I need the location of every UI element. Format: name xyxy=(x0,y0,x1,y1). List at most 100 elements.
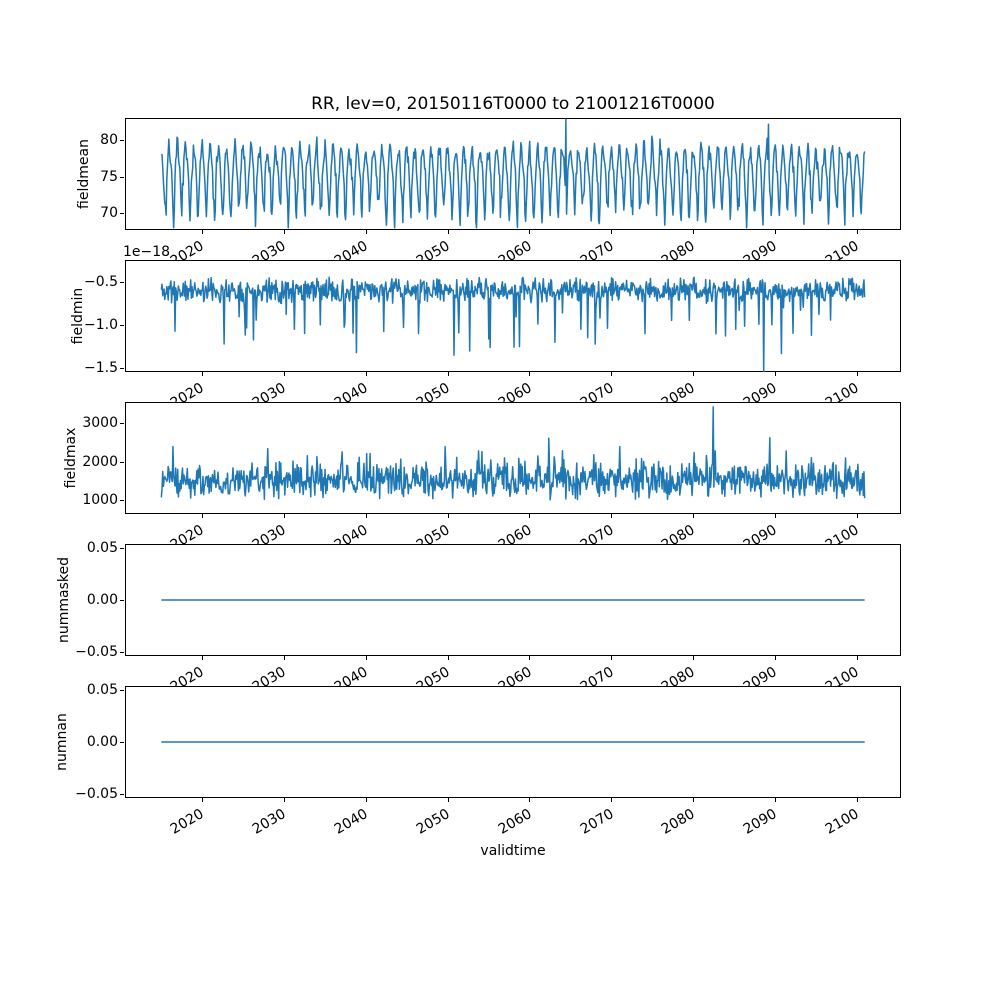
x-tick-label: 2020 xyxy=(168,522,207,554)
y-tick-mark xyxy=(120,462,124,463)
x-tick-label: 2020 xyxy=(168,238,207,270)
x-tick-label: 2060 xyxy=(495,806,535,838)
y-axis-label-nummasked: nummasked xyxy=(56,557,72,644)
x-tick-label: 2090 xyxy=(741,806,780,838)
y-tick-mark xyxy=(120,368,124,369)
x-tick-label: 2040 xyxy=(331,806,371,838)
x-axis-label: validtime xyxy=(480,843,546,859)
y-tick-label: −0.5 xyxy=(84,273,118,290)
y-tick-mark xyxy=(120,548,124,549)
chart-title: RR, lev=0, 20150116T0000 to 21001216T000… xyxy=(311,94,715,114)
x-tick-mark xyxy=(775,230,776,234)
axes-box-nummasked xyxy=(125,544,901,656)
x-tick-mark xyxy=(611,372,612,376)
y-tick-mark xyxy=(120,600,124,601)
series-line-fieldmax xyxy=(160,406,866,501)
x-tick-mark xyxy=(693,372,694,376)
x-tick-label: 2060 xyxy=(495,522,535,554)
x-tick-label: 2040 xyxy=(331,664,371,696)
y-axis-label-fieldmin: fieldmin xyxy=(70,287,86,345)
x-tick-label: 2030 xyxy=(249,664,289,696)
x-tick-label: 2030 xyxy=(249,238,289,270)
x-tick-label: 2090 xyxy=(741,238,780,270)
x-tick-mark xyxy=(529,372,530,376)
x-tick-mark xyxy=(366,514,367,518)
x-tick-label: 2100 xyxy=(822,664,862,696)
y-axis-label-fieldmean: fieldmean xyxy=(76,139,92,209)
x-tick-label: 2100 xyxy=(822,238,862,270)
x-tick-mark xyxy=(202,514,203,518)
y-tick-label: 0.05 xyxy=(86,539,118,556)
y-tick-mark xyxy=(120,652,124,653)
x-tick-mark xyxy=(611,230,612,234)
x-tick-mark xyxy=(775,656,776,660)
x-tick-mark xyxy=(693,798,694,802)
x-tick-mark xyxy=(857,656,858,660)
series-line-nummasked xyxy=(161,599,865,601)
x-tick-label: 2020 xyxy=(168,664,207,696)
y-tick-label: −0.05 xyxy=(75,644,118,661)
x-tick-label: 2060 xyxy=(495,238,535,270)
x-tick-label: 2030 xyxy=(249,806,289,838)
x-tick-mark xyxy=(857,230,858,234)
x-tick-mark xyxy=(202,656,203,660)
axes-box-numnan xyxy=(125,686,901,798)
series-line-fieldmean xyxy=(160,118,866,229)
y-tick-label: 0.00 xyxy=(86,592,118,608)
x-tick-mark xyxy=(775,514,776,518)
x-tick-label: 2070 xyxy=(577,238,617,270)
x-tick-label: 2100 xyxy=(822,522,862,554)
x-tick-mark xyxy=(284,372,285,376)
x-tick-label: 2050 xyxy=(413,522,453,554)
y-tick-label: −0.05 xyxy=(75,786,118,803)
x-tick-label: 2050 xyxy=(413,238,453,270)
y-tick-mark xyxy=(120,325,124,326)
y-tick-mark xyxy=(120,140,124,141)
x-tick-mark xyxy=(611,656,612,660)
x-tick-mark xyxy=(366,656,367,660)
y-tick-mark xyxy=(120,423,124,424)
x-tick-mark xyxy=(529,514,530,518)
x-tick-mark xyxy=(611,514,612,518)
x-tick-label: 2040 xyxy=(331,522,371,554)
x-tick-mark xyxy=(529,656,530,660)
x-tick-mark xyxy=(775,798,776,802)
x-tick-label: 2100 xyxy=(822,380,862,412)
x-tick-label: 2030 xyxy=(249,380,289,412)
x-tick-label: 2050 xyxy=(413,806,453,838)
x-tick-mark xyxy=(857,798,858,802)
x-tick-mark xyxy=(202,230,203,234)
x-tick-mark xyxy=(202,372,203,376)
x-tick-label: 2080 xyxy=(659,806,699,838)
x-tick-label: 2090 xyxy=(741,380,780,412)
x-tick-mark xyxy=(611,798,612,802)
y-tick-label: 80 xyxy=(100,132,118,149)
x-tick-label: 2020 xyxy=(168,380,207,412)
x-tick-mark xyxy=(448,230,449,234)
x-tick-label: 2090 xyxy=(741,664,780,696)
y-tick-label: 0.00 xyxy=(86,734,118,750)
y-tick-label: −1.5 xyxy=(84,360,118,377)
x-tick-mark xyxy=(202,798,203,802)
x-tick-label: 2080 xyxy=(659,664,699,696)
y-tick-mark xyxy=(120,500,124,501)
x-tick-label: 2020 xyxy=(168,806,207,838)
x-tick-mark xyxy=(284,230,285,234)
x-tick-mark xyxy=(775,372,776,376)
x-tick-label: 2080 xyxy=(659,522,699,554)
series-line-numnan xyxy=(161,741,865,743)
x-tick-mark xyxy=(693,656,694,660)
x-tick-mark xyxy=(529,798,530,802)
axes-box-fieldmax xyxy=(125,402,901,514)
y-axis-offset-text: 1e−18 xyxy=(123,244,171,260)
y-tick-mark xyxy=(120,177,124,178)
x-tick-mark xyxy=(529,230,530,234)
x-tick-mark xyxy=(366,372,367,376)
series-line-fieldmin xyxy=(160,276,866,372)
x-tick-mark xyxy=(284,514,285,518)
x-tick-mark xyxy=(857,372,858,376)
x-tick-label: 2060 xyxy=(495,664,535,696)
x-tick-mark xyxy=(857,514,858,518)
axes-box-fieldmin xyxy=(125,260,901,372)
